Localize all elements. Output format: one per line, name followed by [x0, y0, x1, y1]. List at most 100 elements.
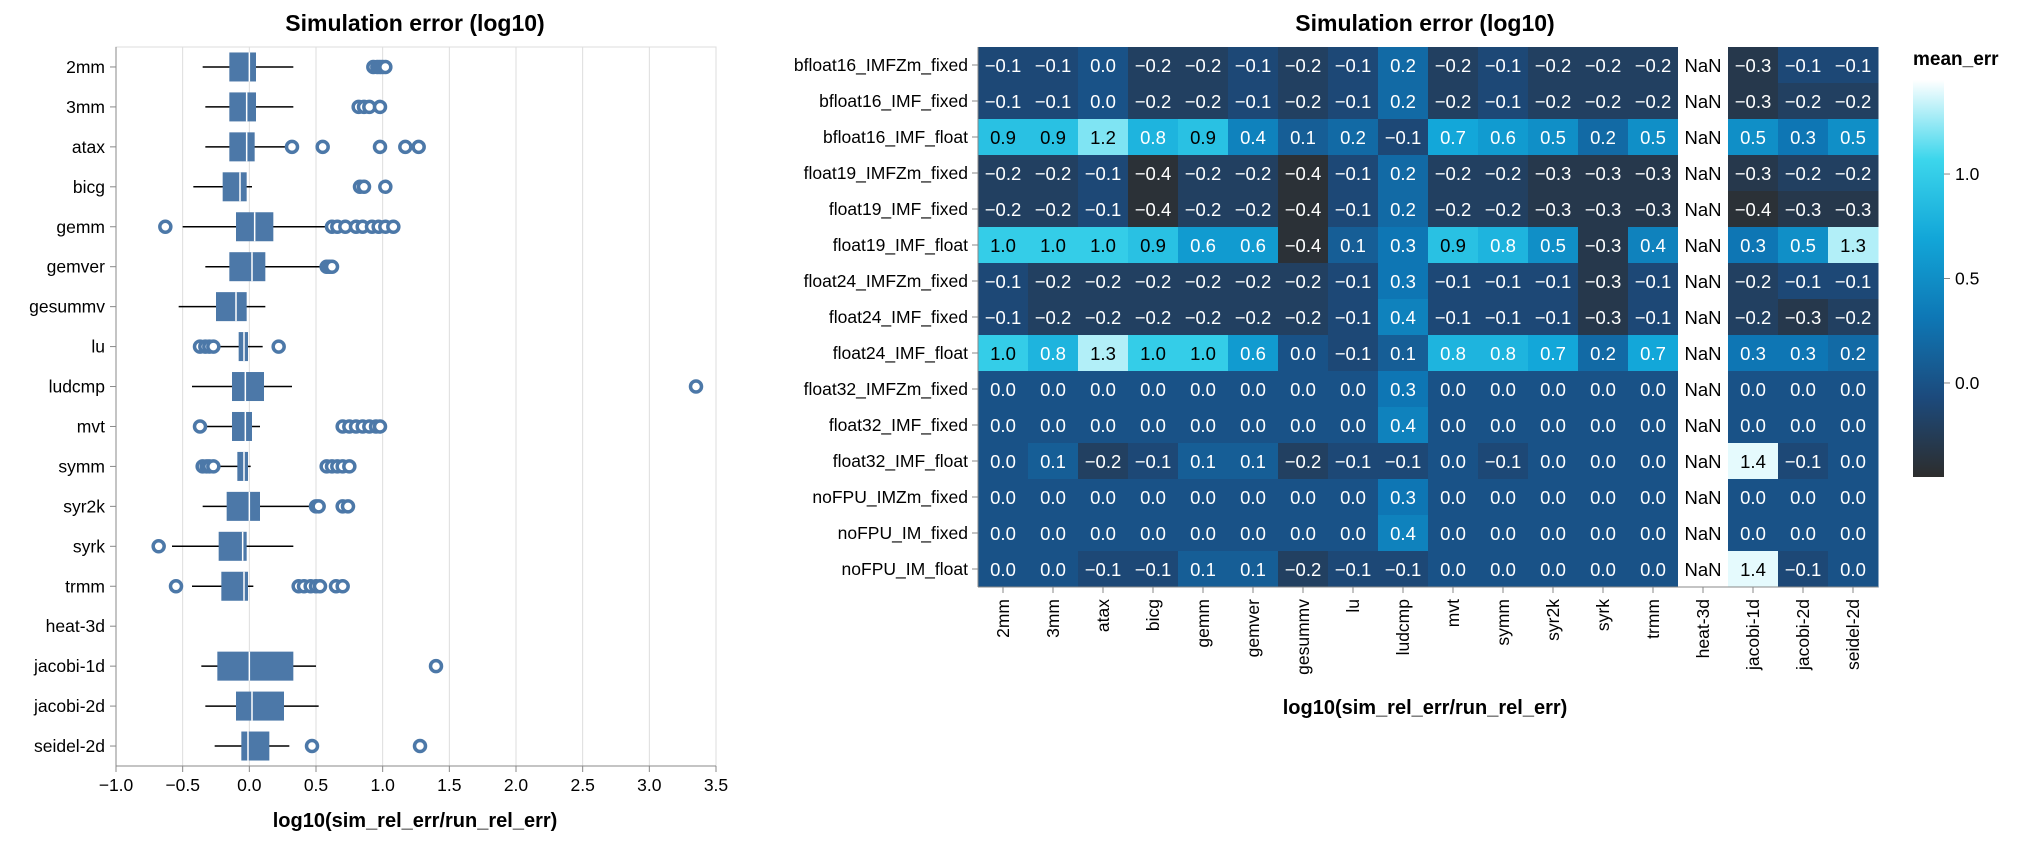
- heatmap-cell: [1328, 479, 1379, 516]
- heatmap-cell-label: 0.0: [1790, 379, 1816, 400]
- boxplot-outlier: [688, 379, 704, 394]
- boxplot-outlier: [342, 459, 357, 474]
- heatmap-cell: [978, 551, 1029, 588]
- heatmap-cell-label: −0.4: [1285, 235, 1322, 256]
- heatmap-cell: [1228, 191, 1279, 228]
- boxplot-outlier: [378, 179, 393, 195]
- heatmap-cell-label: 0.0: [1790, 523, 1816, 544]
- heatmap-cell: [1528, 83, 1579, 120]
- heatmap-cell: [1128, 47, 1179, 84]
- heatmap-cell-label: NaN: [1684, 199, 1721, 220]
- heatmap-cell-label: −0.3: [1535, 163, 1572, 184]
- boxplot-box: [237, 451, 248, 481]
- heatmap-x-tick-label: jacobi-1d: [1743, 599, 1763, 671]
- heatmap-x-tick-label: gemver: [1243, 599, 1263, 658]
- heatmap-cell: [1078, 83, 1129, 120]
- heatmap-cell-label: 0.0: [1290, 523, 1316, 544]
- heatmap-cell-label: −0.2: [1435, 199, 1472, 220]
- heatmap-cell: [1128, 407, 1179, 444]
- boxplot-title: Simulation error (log10): [285, 10, 544, 36]
- heatmap-cell: [978, 227, 1029, 264]
- legend-gradient-bar: [1913, 80, 1944, 477]
- heatmap-cell: [1078, 551, 1129, 588]
- heatmap-cell-label: 0.4: [1240, 127, 1266, 148]
- boxplot-box: [226, 491, 260, 521]
- heatmap-cell-label: −0.2: [1535, 55, 1572, 76]
- heatmap-cell-label: −0.1: [1335, 451, 1372, 472]
- heatmap-cell: [1378, 515, 1429, 552]
- heatmap-cell-label: 0.9: [1440, 235, 1466, 256]
- heatmap-cell-label: 0.0: [1140, 379, 1166, 400]
- heatmap-cell-label: 0.3: [1790, 343, 1816, 364]
- heatmap-cell: [1828, 335, 1879, 372]
- heatmap-cell: [1228, 83, 1279, 120]
- heatmap-cell-label: −0.2: [1185, 163, 1222, 184]
- heatmap-y-tick-label: float19_IMF_float: [833, 235, 968, 256]
- heatmap-cell: [1578, 371, 1629, 408]
- heatmap-cell: [1828, 47, 1879, 84]
- boxplot-outlier: [192, 419, 208, 434]
- heatmap-cell-label: −0.3: [1785, 199, 1822, 220]
- heatmap-cell: [1228, 47, 1279, 84]
- heatmap-cell-label: 0.2: [1590, 343, 1616, 364]
- heatmap-cell-label: −0.2: [1635, 55, 1672, 76]
- heatmap-cell: [978, 263, 1029, 300]
- heatmap-cell: [1378, 263, 1429, 300]
- heatmap-cell-label: 0.0: [1290, 415, 1316, 436]
- heatmap-y-tick-label: bfloat16_IMFZm_fixed: [794, 55, 968, 76]
- heatmap-cell: [1178, 515, 1229, 552]
- heatmap-cell-label: 1.0: [990, 235, 1016, 256]
- heatmap-cell-label: 0.0: [1640, 487, 1666, 508]
- heatmap-cell: [1078, 443, 1129, 480]
- heatmap-cell-label: −0.1: [1785, 559, 1822, 580]
- heatmap-cell: [1028, 263, 1079, 300]
- boxplot-box: [241, 731, 270, 761]
- heatmap-cell-label: −0.2: [1235, 199, 1272, 220]
- heatmap-cell-label: NaN: [1684, 379, 1721, 400]
- heatmap-cell-label: 0.9: [1140, 235, 1166, 256]
- heatmap-cell: [1028, 299, 1079, 336]
- boxplot-x-tick-label: 3.5: [704, 775, 728, 795]
- heatmap-cell-label: −0.2: [1785, 163, 1822, 184]
- heatmap-cell: [1728, 479, 1779, 516]
- legend-tick-label: 1.0: [1955, 164, 1980, 184]
- heatmap-cell: [1478, 47, 1529, 84]
- heatmap-cell-label: 0.0: [1840, 487, 1866, 508]
- heatmap-cell: [1428, 227, 1479, 264]
- heatmap-cell: [1378, 335, 1429, 372]
- heatmap-y-tick-label: float19_IMF_fixed: [829, 199, 968, 220]
- heatmap-cell-label: −0.4: [1285, 199, 1322, 220]
- heatmap-cell: [1228, 227, 1279, 264]
- heatmap-cell: [1028, 191, 1079, 228]
- heatmap-cell: [1478, 515, 1529, 552]
- heatmap-cell-label: 0.5: [1840, 127, 1866, 148]
- heatmap-cell-label: 0.0: [1440, 451, 1466, 472]
- heatmap-cell: [1678, 191, 1728, 227]
- heatmap-cell-label: −0.2: [1285, 451, 1322, 472]
- color-legend: mean_err 1.0 0.5 0.0: [1913, 49, 1999, 477]
- heatmap-cell-label: −0.1: [1635, 271, 1672, 292]
- heatmap-cell: [1278, 263, 1329, 300]
- heatmap-cell-label: 0.8: [1440, 343, 1466, 364]
- heatmap-cell-label: 0.9: [990, 127, 1016, 148]
- heatmap-cell-label: 0.0: [1540, 559, 1566, 580]
- heatmap-cell: [1628, 407, 1679, 444]
- boxplot-outlier: [372, 139, 388, 155]
- boxplot-outlier: [398, 139, 413, 155]
- boxplot-y-tick-label: gesummv: [29, 297, 105, 317]
- heatmap-cell-label: 0.4: [1390, 307, 1416, 328]
- heatmap-cell: [1378, 407, 1429, 444]
- boxplot-x-axis-label: log10(sim_rel_err/run_rel_err): [273, 810, 558, 832]
- heatmap-cell: [1828, 407, 1879, 444]
- heatmap-cell: [1628, 191, 1679, 228]
- heatmap-cell-label: −0.1: [985, 91, 1022, 112]
- heatmap-x-tick-label: heat-3d: [1693, 599, 1713, 658]
- heatmap-cell-label: 0.0: [1040, 487, 1066, 508]
- heatmap-x-tick-label: lu: [1343, 599, 1363, 613]
- heatmap-cell: [1778, 407, 1829, 444]
- heatmap-cell-label: 0.1: [1340, 235, 1366, 256]
- heatmap-cell: [1028, 47, 1079, 84]
- heatmap-cell: [1478, 443, 1529, 480]
- boxplot-outlier: [335, 579, 350, 594]
- heatmap-cell-label: −0.2: [1785, 91, 1822, 112]
